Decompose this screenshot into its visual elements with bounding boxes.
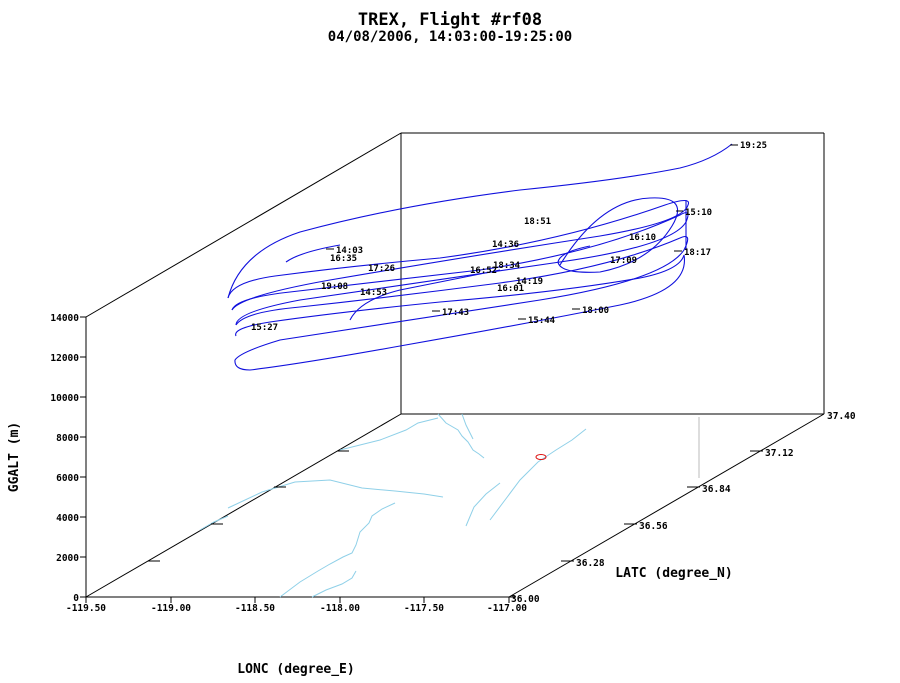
y-axis-label: LATC (degree_N) [615, 566, 732, 581]
time-label: 18:00 [582, 306, 609, 316]
flight-track [227, 143, 733, 371]
axes-box [85, 132, 825, 598]
red-ground-marker [535, 454, 547, 460]
x-tick-labels: -119.50 -119.00 -118.50 -118.00 -117.50 … [66, 603, 527, 614]
time-label: 17:26 [368, 264, 395, 274]
time-label: 18:34 [493, 261, 521, 271]
x-tick-label: -119.50 [66, 603, 106, 614]
y-tick-label: 36.84 [702, 484, 731, 495]
time-label: 14:53 [360, 288, 387, 298]
z-tick-label: 10000 [50, 393, 79, 404]
y-axis [148, 413, 824, 598]
time-label: 14:03 [336, 246, 363, 256]
z-tick-label: 14000 [50, 313, 79, 324]
time-label: 15:10 [685, 208, 712, 218]
time-label: 18:17 [684, 248, 711, 258]
y-tick-label: 36.56 [639, 521, 668, 532]
z-tick-label: 0 [73, 593, 79, 604]
x-tick-label: -118.00 [320, 603, 360, 614]
time-label-ticks [326, 144, 738, 320]
chart-subtitle: 04/08/2006, 14:03:00-19:25:00 [328, 29, 572, 45]
x-tick-label: -117.00 [487, 603, 527, 614]
time-label: 16:01 [497, 284, 524, 294]
z-axis [80, 316, 86, 598]
y-tick-label: 37.12 [765, 448, 794, 459]
x-tick-label: -118.50 [235, 603, 275, 614]
z-tick-label: 4000 [56, 513, 79, 524]
z-axis-label: GGALT (m) [7, 422, 22, 492]
ground-map-features [199, 413, 587, 598]
time-labels: 19:25 15:10 16:10 18:17 17:09 18:51 14:3… [251, 141, 767, 333]
y-tick-label: 36.00 [511, 594, 540, 605]
time-label: 18:51 [524, 217, 551, 227]
time-label: 17:43 [442, 308, 469, 318]
time-label: 14:19 [516, 277, 543, 287]
time-label: 16:52 [470, 266, 497, 276]
time-label: 17:09 [610, 256, 637, 266]
y-tick-label: 37.40 [827, 411, 856, 422]
time-label: 19:25 [740, 141, 767, 151]
chart-title: TREX, Flight #rf08 [358, 10, 542, 30]
time-label: 14:36 [492, 240, 519, 250]
x-tick-label: -117.50 [404, 603, 444, 614]
z-tick-label: 12000 [50, 353, 79, 364]
x-axis-label: LONC (degree_E) [237, 662, 354, 677]
z-tick-labels: 0 2000 4000 6000 8000 10000 12000 14000 [50, 313, 79, 604]
time-label: 15:44 [528, 316, 556, 326]
z-tick-label: 6000 [56, 473, 79, 484]
z-tick-label: 8000 [56, 433, 79, 444]
time-label: 15:27 [251, 323, 278, 333]
time-label: 19:08 [321, 282, 348, 292]
x-tick-label: -119.00 [151, 603, 191, 614]
x-axis [85, 597, 510, 603]
time-label: 16:10 [629, 233, 656, 243]
time-label: 16:35 [330, 254, 357, 264]
z-tick-label: 2000 [56, 553, 79, 564]
y-tick-labels: 36.00 36.28 36.56 36.84 37.12 37.40 [511, 411, 856, 605]
y-tick-label: 36.28 [576, 558, 605, 569]
